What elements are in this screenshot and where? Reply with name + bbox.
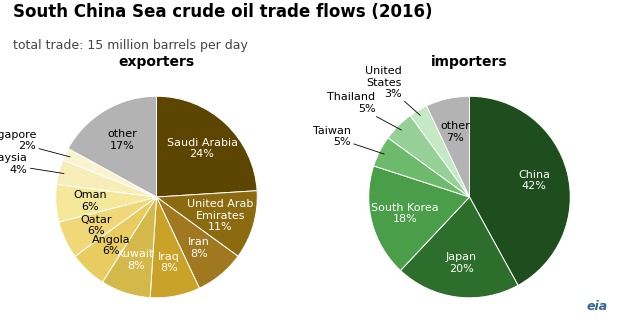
Text: Thailand
5%: Thailand 5% — [327, 92, 401, 130]
Text: Malaysia
4%: Malaysia 4% — [0, 153, 64, 175]
Text: other
7%: other 7% — [440, 121, 470, 143]
Text: total trade: 15 million barrels per day: total trade: 15 million barrels per day — [13, 39, 247, 52]
Wedge shape — [56, 160, 156, 197]
Wedge shape — [470, 96, 570, 285]
Wedge shape — [150, 197, 200, 298]
Wedge shape — [401, 197, 518, 298]
Text: Iran
8%: Iran 8% — [188, 237, 210, 259]
Wedge shape — [75, 197, 156, 282]
Text: other
17%: other 17% — [108, 129, 138, 151]
Wedge shape — [63, 149, 156, 197]
Wedge shape — [369, 166, 470, 270]
Text: Qatar
6%: Qatar 6% — [81, 214, 112, 236]
Wedge shape — [68, 96, 156, 197]
Text: United Arab
Emirates
11%: United Arab Emirates 11% — [187, 199, 254, 232]
Title: exporters: exporters — [118, 55, 195, 69]
Text: Oman
6%: Oman 6% — [73, 190, 107, 212]
Title: importers: importers — [431, 55, 508, 69]
Text: Singapore
2%: Singapore 2% — [0, 130, 70, 157]
Wedge shape — [156, 197, 238, 288]
Wedge shape — [156, 96, 257, 197]
Text: Taiwan
5%: Taiwan 5% — [313, 126, 384, 154]
Wedge shape — [56, 184, 156, 222]
Wedge shape — [59, 197, 156, 256]
Wedge shape — [426, 96, 470, 197]
Text: Iraq
8%: Iraq 8% — [158, 252, 180, 273]
Text: China
42%: China 42% — [518, 170, 550, 191]
Wedge shape — [374, 138, 470, 197]
Wedge shape — [388, 116, 470, 197]
Text: Japan
20%: Japan 20% — [446, 252, 477, 274]
Text: Angola
6%: Angola 6% — [91, 235, 130, 256]
Text: Saudi Arabia
24%: Saudi Arabia 24% — [167, 138, 237, 159]
Text: South China Sea crude oil trade flows (2016): South China Sea crude oil trade flows (2… — [13, 3, 432, 21]
Wedge shape — [410, 106, 470, 197]
Text: United
States
3%: United States 3% — [365, 66, 420, 115]
Text: Kuwait
8%: Kuwait 8% — [117, 249, 155, 271]
Wedge shape — [103, 197, 156, 297]
Wedge shape — [156, 191, 257, 256]
Text: eia: eia — [586, 300, 607, 313]
Text: South Korea
18%: South Korea 18% — [371, 203, 439, 224]
